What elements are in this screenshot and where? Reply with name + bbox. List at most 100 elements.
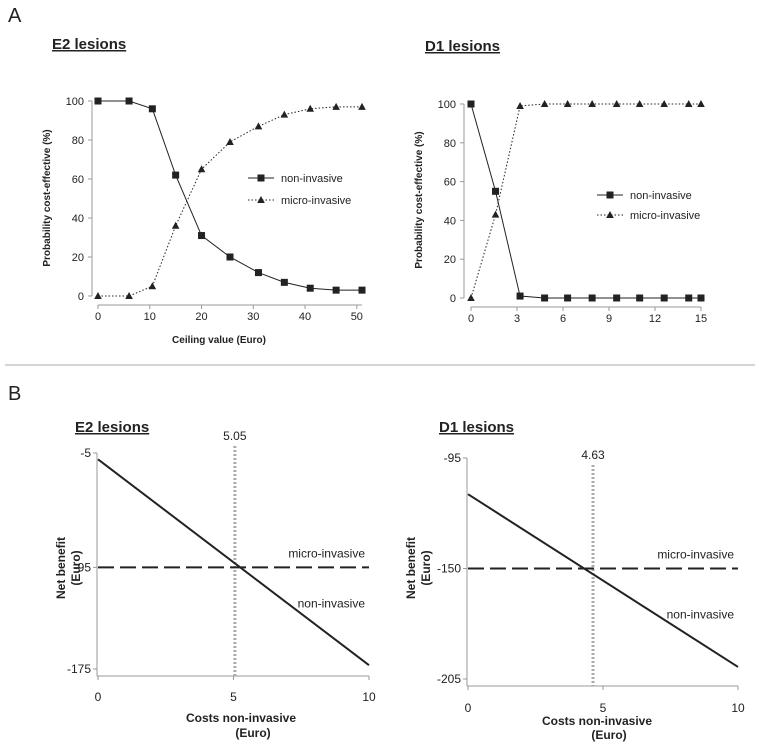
x-tick-label: 6 bbox=[560, 313, 566, 325]
y-tick-label: -150 bbox=[437, 562, 461, 576]
chart-title: D1 lesions bbox=[425, 38, 500, 55]
series-line-non-invasive bbox=[467, 493, 739, 668]
y-tick-label: 60 bbox=[444, 177, 456, 189]
y-tick-label: 60 bbox=[72, 174, 84, 186]
series-label-non-invasive: non-invasive bbox=[298, 597, 366, 611]
data-point-micro-invasive bbox=[612, 100, 621, 107]
x-axis-label: Ceiling value (Euro) bbox=[172, 335, 266, 346]
y-tick-label: 80 bbox=[72, 135, 84, 147]
x-tick-label: 0 bbox=[465, 701, 472, 715]
chart-a-d1: D1 lesions 0 20 40 60 80 100 0 3 6 9 12 15 Probabilit… bbox=[414, 38, 707, 325]
data-point-non-invasive bbox=[148, 105, 156, 113]
legend-label-non-invasive: non-invasive bbox=[281, 173, 343, 185]
data-point-non-invasive bbox=[94, 97, 102, 105]
data-point-non-invasive bbox=[541, 294, 549, 302]
x-tick-label: 10 bbox=[144, 311, 156, 323]
data-point-micro-invasive bbox=[635, 100, 644, 107]
data-point-micro-invasive bbox=[332, 102, 340, 110]
data-point-micro-invasive bbox=[306, 104, 315, 112]
data-point-micro-invasive bbox=[358, 102, 366, 110]
x-tick-label: 5 bbox=[230, 690, 237, 704]
data-point-micro-invasive bbox=[197, 165, 206, 173]
x-tick-label: 50 bbox=[351, 311, 363, 323]
x-axis-label: Costs non-invasive bbox=[542, 714, 652, 728]
chart-title: E2 lesions bbox=[52, 36, 126, 53]
data-point-micro-invasive bbox=[280, 110, 289, 118]
y-tick-label: -95 bbox=[444, 451, 462, 465]
data-point-non-invasive bbox=[685, 294, 693, 302]
x-tick-label: 0 bbox=[468, 313, 474, 325]
data-point-non-invasive bbox=[172, 171, 180, 179]
legend-label-non-invasive: non-invasive bbox=[630, 190, 692, 202]
data-point-non-invasive bbox=[226, 253, 234, 261]
legend-label-micro-invasive: micro-invasive bbox=[281, 195, 351, 207]
x-tick-label: 20 bbox=[195, 311, 207, 323]
y-tick-label: -5 bbox=[80, 446, 91, 460]
data-point-non-invasive bbox=[613, 294, 621, 302]
x-axis-label-unit: (Euro) bbox=[591, 728, 626, 742]
data-point-micro-invasive bbox=[563, 100, 572, 107]
chart-title: D1 lesions bbox=[439, 419, 514, 436]
data-point-non-invasive bbox=[697, 294, 705, 302]
y-tick-label: -205 bbox=[437, 672, 461, 686]
data-point-non-invasive bbox=[636, 294, 644, 302]
y-axis-label: Probability cost-effective (%) bbox=[42, 129, 53, 266]
y-axis-label-unit: (Euro) bbox=[419, 550, 433, 585]
data-point-non-invasive bbox=[280, 278, 288, 286]
data-point-non-invasive bbox=[125, 97, 133, 105]
data-point-micro-invasive bbox=[697, 100, 705, 107]
x-axis-label: Costs non-invasive bbox=[186, 711, 296, 725]
chart-title: E2 lesions bbox=[75, 419, 149, 436]
x-tick-label: 12 bbox=[649, 313, 661, 325]
x-tick-label: 3 bbox=[514, 313, 520, 325]
data-point-micro-invasive bbox=[684, 100, 693, 107]
data-point-non-invasive bbox=[492, 187, 500, 195]
y-tick-label: 100 bbox=[66, 96, 84, 108]
series-label-micro-invasive: micro-invasive bbox=[288, 546, 365, 560]
y-tick-label: 40 bbox=[444, 215, 456, 227]
data-point-non-invasive bbox=[198, 232, 206, 240]
data-point-non-invasive bbox=[332, 286, 340, 294]
data-point-non-invasive bbox=[254, 269, 262, 277]
data-point-micro-invasive bbox=[254, 122, 263, 130]
panel-label-b: B bbox=[8, 383, 21, 405]
x-tick-label: 40 bbox=[299, 311, 311, 323]
data-point-non-invasive bbox=[467, 100, 475, 108]
data-point-micro-invasive bbox=[226, 137, 234, 145]
data-point-non-invasive bbox=[564, 294, 572, 302]
legend-marker-non-invasive bbox=[606, 191, 614, 199]
panel-label-a: A bbox=[8, 5, 22, 27]
data-point-micro-invasive bbox=[148, 282, 157, 290]
data-point-non-invasive bbox=[660, 294, 668, 302]
x-tick-label: 9 bbox=[606, 313, 612, 325]
y-tick-label: -175 bbox=[67, 662, 91, 676]
series-line-micro-invasive bbox=[98, 106, 362, 297]
y-tick-label: 20 bbox=[72, 252, 84, 264]
data-point-micro-invasive bbox=[540, 100, 549, 107]
y-axis-label: Net benefit bbox=[54, 537, 68, 599]
y-tick-label: 0 bbox=[78, 291, 84, 303]
data-point-micro-invasive bbox=[171, 221, 180, 229]
data-point-micro-invasive bbox=[660, 100, 668, 107]
data-point-non-invasive bbox=[358, 286, 366, 294]
x-tick-label: 30 bbox=[247, 311, 259, 323]
y-tick-label: 100 bbox=[438, 99, 456, 111]
y-axis-label: Probability cost-effective (%) bbox=[414, 131, 425, 268]
x-tick-label: 10 bbox=[362, 690, 376, 704]
x-tick-label: 0 bbox=[95, 311, 101, 323]
y-tick-label: 80 bbox=[444, 138, 456, 150]
y-tick-label: 0 bbox=[450, 293, 456, 305]
x-tick-label: 5 bbox=[600, 701, 607, 715]
series-line-non-invasive bbox=[97, 458, 370, 666]
x-tick-label: 0 bbox=[95, 690, 102, 704]
data-point-micro-invasive bbox=[491, 210, 500, 218]
y-axis-label: Net benefit bbox=[404, 537, 418, 599]
series-label-non-invasive: non-invasive bbox=[667, 608, 735, 622]
data-point-non-invasive bbox=[306, 284, 314, 292]
x-axis-label-unit: (Euro) bbox=[235, 726, 270, 740]
data-point-micro-invasive bbox=[94, 292, 102, 299]
